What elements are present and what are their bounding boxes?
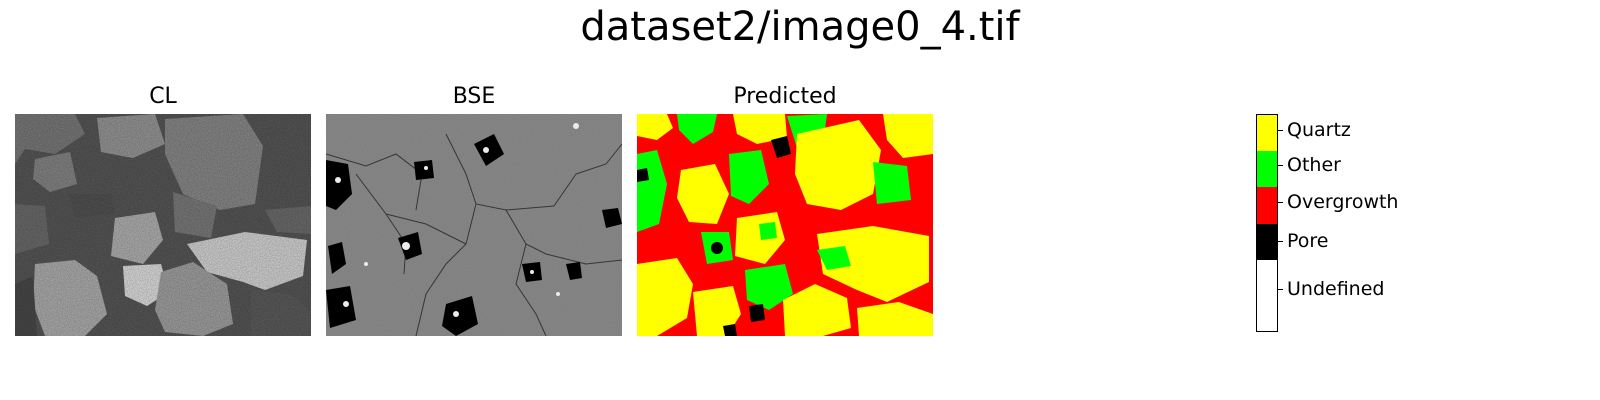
legend-label-quartz: Quartz [1287, 119, 1351, 141]
predicted-segmentation-image [637, 114, 933, 336]
legend-item-quartz: Quartz [1278, 120, 1351, 140]
legend-item-pore: Pore [1278, 231, 1329, 251]
cl-panel-title: CL [149, 84, 177, 109]
cl-image [15, 114, 311, 336]
legend-swatch-quartz [1257, 115, 1277, 151]
legend-swatch-overgrowth [1257, 187, 1277, 224]
legend-label-other: Other [1287, 154, 1341, 176]
figure-title: dataset2/image0_4.tif [580, 4, 1020, 50]
legend-label-pore: Pore [1287, 230, 1329, 252]
legend-item-undefined: Undefined [1278, 279, 1384, 299]
legend-colorbar [1256, 114, 1278, 332]
legend-tick [1278, 129, 1283, 131]
legend-item-other: Other [1278, 155, 1341, 175]
bse-panel-title: BSE [452, 84, 496, 109]
legend-swatch-undefined [1257, 260, 1277, 331]
legend-item-overgrowth: Overgrowth [1278, 192, 1398, 212]
legend-label-undefined: Undefined [1287, 278, 1385, 300]
legend-tick [1278, 201, 1283, 203]
legend-tick [1278, 288, 1283, 290]
legend-swatch-pore [1257, 224, 1277, 260]
legend-tick [1278, 240, 1283, 242]
bse-image [326, 114, 622, 336]
legend-swatch-other [1257, 151, 1277, 187]
legend-label-overgrowth: Overgrowth [1287, 191, 1399, 213]
predicted-panel-title: Predicted [733, 84, 837, 109]
legend-tick [1278, 164, 1283, 166]
